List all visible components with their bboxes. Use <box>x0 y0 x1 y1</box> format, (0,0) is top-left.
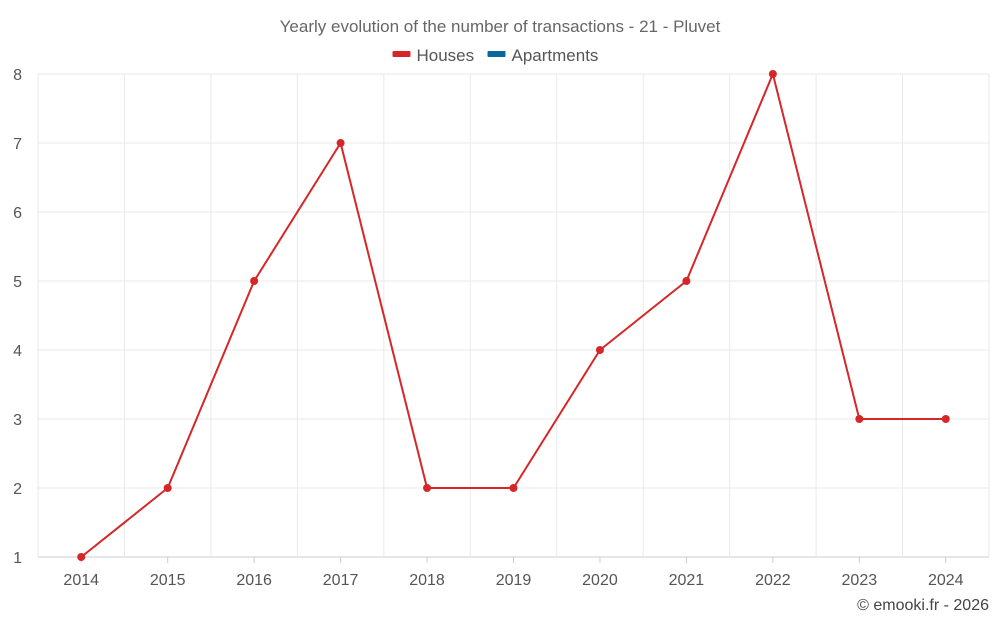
x-tick-label: 2024 <box>928 572 964 589</box>
data-point <box>682 277 691 285</box>
x-tick-label: 2015 <box>150 572 186 589</box>
x-tick-label: 2021 <box>669 572 705 589</box>
data-point <box>941 415 950 423</box>
legend-label-houses: Houses <box>417 46 475 65</box>
data-point <box>163 484 172 492</box>
data-point <box>336 139 345 147</box>
data-point <box>509 484 518 492</box>
data-point <box>855 415 864 423</box>
y-tick-label: 4 <box>13 343 22 360</box>
x-tick-label: 2017 <box>323 572 359 589</box>
x-tick-label: 2018 <box>409 572 445 589</box>
x-tick-label: 2023 <box>842 572 878 589</box>
x-tick-label: 2019 <box>496 572 532 589</box>
x-tick-label: 2022 <box>755 572 791 589</box>
data-point <box>77 553 86 561</box>
data-point <box>768 70 777 78</box>
x-tick-label: 2020 <box>582 572 618 589</box>
x-axis: 2014 2015 2016 2017 2018 2019 2020 2021 2022 2023… <box>63 557 964 589</box>
legend-label-apartments: Apartments <box>512 46 599 65</box>
x-tick-label: 2016 <box>236 572 272 589</box>
legend: Houses Apartments <box>392 46 599 65</box>
y-tick-label: 5 <box>13 274 22 291</box>
legend-swatch-houses <box>392 51 411 57</box>
y-tick-label: 1 <box>13 550 22 567</box>
x-tick-label: 2014 <box>63 572 99 589</box>
data-point <box>595 346 604 354</box>
y-tick-label: 6 <box>13 205 22 222</box>
y-tick-label: 3 <box>13 412 22 429</box>
data-point <box>250 277 259 285</box>
y-tick-label: 2 <box>13 481 22 498</box>
y-tick-label: 7 <box>13 136 22 153</box>
chart-title: Yearly evolution of the number of transa… <box>280 17 721 36</box>
series-group <box>77 70 950 561</box>
y-axis: 1 2 3 4 5 6 7 8 <box>13 67 22 567</box>
legend-swatch-apartments <box>487 51 506 57</box>
credit-text: © emooki.fr - 2026 <box>857 597 989 614</box>
y-tick-label: 8 <box>13 67 22 84</box>
data-point <box>423 484 432 492</box>
